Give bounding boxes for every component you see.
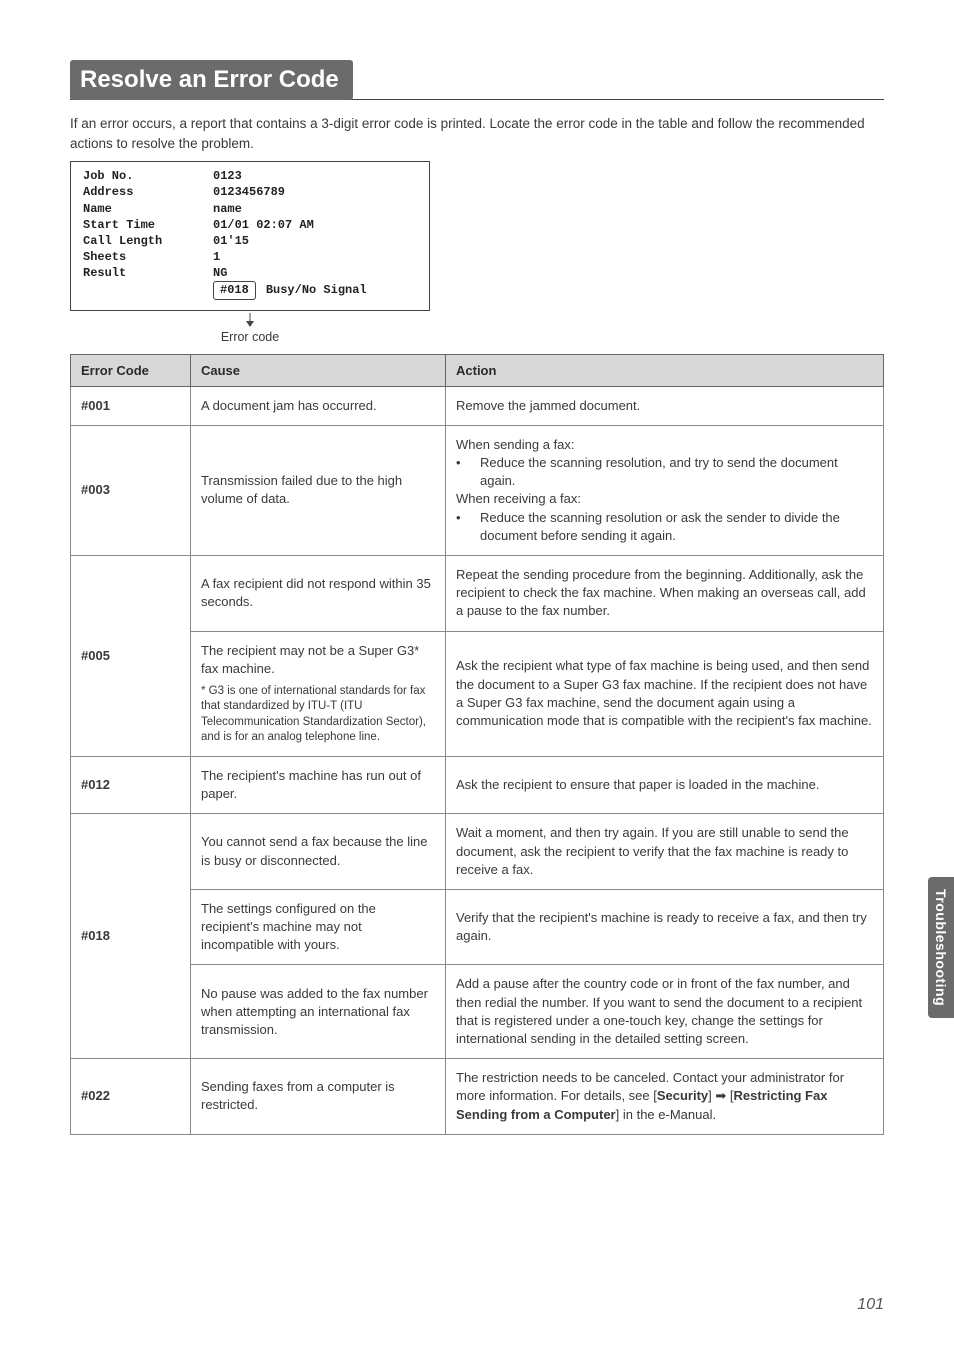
bullet-dot-icon: • bbox=[456, 454, 468, 490]
report-label: Job No. bbox=[83, 168, 213, 184]
bullet-text: Reduce the scanning resolution or ask th… bbox=[468, 509, 873, 545]
action-cell: When sending a fax: •Reduce the scanning… bbox=[446, 425, 884, 555]
bullet-item: •Reduce the scanning resolution or ask t… bbox=[456, 509, 873, 545]
cause-cell: The recipient may not be a Super G3* fax… bbox=[191, 631, 446, 756]
cause-cell: Sending faxes from a computer is restric… bbox=[191, 1059, 446, 1135]
report-label: Name bbox=[83, 201, 213, 217]
th-action: Action bbox=[446, 354, 884, 386]
error-report-sample: Job No.0123 Address0123456789 Namename S… bbox=[70, 161, 430, 311]
table-row: #001 A document jam has occurred. Remove… bbox=[71, 386, 884, 425]
report-code-row: #018 Busy/No Signal bbox=[83, 281, 417, 299]
action-bold: Security bbox=[657, 1088, 708, 1103]
table-row: The recipient may not be a Super G3* fax… bbox=[71, 631, 884, 756]
down-arrow-icon bbox=[245, 313, 255, 327]
cause-cell: You cannot send a fax because the line i… bbox=[191, 814, 446, 890]
report-label: Sheets bbox=[83, 249, 213, 265]
action-text: ] in the e-Manual. bbox=[616, 1107, 716, 1122]
action-line: When receiving a fax: bbox=[456, 490, 873, 508]
report-value: name bbox=[213, 201, 417, 217]
cause-cell: A fax recipient did not respond within 3… bbox=[191, 555, 446, 631]
report-label: Address bbox=[83, 184, 213, 200]
action-cell: Add a pause after the country code or in… bbox=[446, 965, 884, 1059]
th-error-code: Error Code bbox=[71, 354, 191, 386]
error-code-note: Busy/No Signal bbox=[266, 283, 367, 297]
action-text: [ bbox=[726, 1088, 733, 1103]
report-value: 0123 bbox=[213, 168, 417, 184]
bullet-text: Reduce the scanning resolution, and try … bbox=[468, 454, 873, 490]
cause-cell: No pause was added to the fax number whe… bbox=[191, 965, 446, 1059]
table-row: No pause was added to the fax number whe… bbox=[71, 965, 884, 1059]
action-cell: Ask the recipient what type of fax machi… bbox=[446, 631, 884, 756]
cause-cell: The settings configured on the recipient… bbox=[191, 889, 446, 965]
table-row: #018 You cannot send a fax because the l… bbox=[71, 814, 884, 890]
table-row: #005 A fax recipient did not respond wit… bbox=[71, 555, 884, 631]
troubleshooting-tab: Troubleshooting bbox=[928, 877, 954, 1018]
action-cell: Remove the jammed document. bbox=[446, 386, 884, 425]
error-code-cell: #018 bbox=[71, 814, 191, 1059]
action-cell: The restriction needs to be canceled. Co… bbox=[446, 1059, 884, 1135]
action-cell: Verify that the recipient's machine is r… bbox=[446, 889, 884, 965]
error-code-cell: #003 bbox=[71, 425, 191, 555]
table-row: #022 Sending faxes from a computer is re… bbox=[71, 1059, 884, 1135]
report-row: Address0123456789 bbox=[83, 184, 417, 200]
report-label: Start Time bbox=[83, 217, 213, 233]
error-code-table: Error Code Cause Action #001 A document … bbox=[70, 354, 884, 1135]
cause-cell: Transmission failed due to the high volu… bbox=[191, 425, 446, 555]
table-row: #003 Transmission failed due to the high… bbox=[71, 425, 884, 555]
report-row: Job No.0123 bbox=[83, 168, 417, 184]
error-code-highlight: #018 bbox=[213, 281, 256, 299]
cause-text: The recipient may not be a Super G3* fax… bbox=[201, 642, 435, 678]
action-cell: Repeat the sending procedure from the be… bbox=[446, 555, 884, 631]
report-row: Sheets1 bbox=[83, 249, 417, 265]
report-row: Namename bbox=[83, 201, 417, 217]
table-row: #012 The recipient's machine has run out… bbox=[71, 756, 884, 813]
report-row: Start Time01/01 02:07 AM bbox=[83, 217, 417, 233]
table-header-row: Error Code Cause Action bbox=[71, 354, 884, 386]
cause-cell: A document jam has occurred. bbox=[191, 386, 446, 425]
action-line: When sending a fax: bbox=[456, 436, 873, 454]
error-code-caption: Error code bbox=[70, 330, 430, 344]
report-blank bbox=[83, 281, 213, 299]
error-code-cell: #022 bbox=[71, 1059, 191, 1135]
report-value: 01'15 bbox=[213, 233, 417, 249]
action-cell: Wait a moment, and then try again. If yo… bbox=[446, 814, 884, 890]
intro-text: If an error occurs, a report that contai… bbox=[70, 114, 884, 153]
report-label: Call Length bbox=[83, 233, 213, 249]
report-row: Call Length01'15 bbox=[83, 233, 417, 249]
bullet-item: •Reduce the scanning resolution, and try… bbox=[456, 454, 873, 490]
error-code-cell: #005 bbox=[71, 555, 191, 756]
th-cause: Cause bbox=[191, 354, 446, 386]
cause-footnote: * G3 is one of international standards f… bbox=[201, 684, 435, 746]
right-arrow-icon: ➡ bbox=[715, 1088, 726, 1103]
cause-cell: The recipient's machine has run out of p… bbox=[191, 756, 446, 813]
report-value: 0123456789 bbox=[213, 184, 417, 200]
report-value: NG bbox=[213, 265, 417, 281]
bullet-dot-icon: • bbox=[456, 509, 468, 545]
action-cell: Ask the recipient to ensure that paper i… bbox=[446, 756, 884, 813]
page-number: 101 bbox=[857, 1296, 884, 1314]
error-code-cell: #001 bbox=[71, 386, 191, 425]
section-title: Resolve an Error Code bbox=[70, 60, 353, 100]
report-value: 1 bbox=[213, 249, 417, 265]
report-value: 01/01 02:07 AM bbox=[213, 217, 417, 233]
error-code-cell: #012 bbox=[71, 756, 191, 813]
report-code-cell: #018 Busy/No Signal bbox=[213, 281, 417, 299]
table-row: The settings configured on the recipient… bbox=[71, 889, 884, 965]
report-label: Result bbox=[83, 265, 213, 281]
section-title-wrap: Resolve an Error Code bbox=[70, 60, 884, 100]
report-row: ResultNG bbox=[83, 265, 417, 281]
